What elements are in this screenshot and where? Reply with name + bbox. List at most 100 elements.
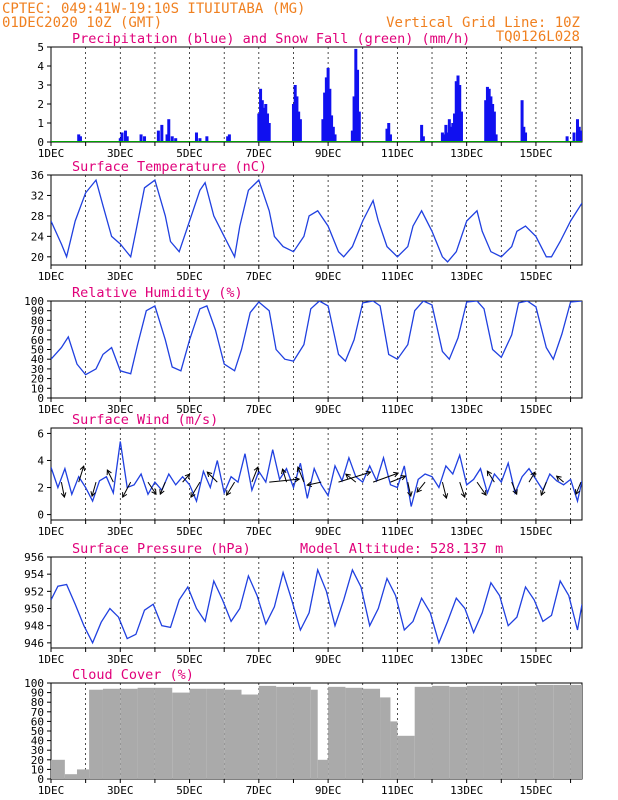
precip-bar (167, 119, 171, 142)
precip-bar (323, 92, 327, 142)
wind-arrow (282, 468, 288, 483)
y-tick-label: 3 (37, 79, 44, 92)
precip-bar (139, 134, 143, 142)
cloud-bar (258, 685, 277, 779)
wind-arrow (416, 481, 426, 493)
x-tick-label: 9DEC (315, 784, 342, 797)
wind-arrow (182, 473, 191, 483)
series-line (51, 567, 582, 645)
x-tick-label: 5DEC (176, 653, 203, 666)
precip-bar (293, 85, 297, 142)
y-tick-label: 1 (37, 117, 44, 130)
wind-arrow-head (486, 470, 492, 477)
cloud-bar (390, 721, 398, 779)
wind-arrow (297, 466, 305, 483)
precip-bar (118, 138, 122, 142)
panel-title: Cloud Cover (%) (72, 667, 194, 683)
cloud-bar (102, 688, 121, 779)
precip-bar (350, 130, 354, 142)
panel-2: 20 24 28 32 36 1DEC 3DEC 5DEC 7DEC 9DEC 11DEC 13DEC… (31, 159, 583, 283)
cloud-bar (501, 685, 519, 779)
y-tick-label: 80 (31, 314, 44, 327)
series-line (51, 441, 582, 507)
plot-frame (50, 174, 583, 266)
precip-bar (352, 96, 356, 142)
x-tick-label: 3DEC (107, 270, 134, 283)
x-tick-label: 11DEC (381, 525, 414, 538)
panel-4: 0 2 4 6 1DEC 3DEC 5DEC 7DEC 9DEC 11DEC 13DEC 15DEC S… (37, 412, 583, 538)
wind-arrow (407, 482, 412, 497)
x-tick-label: 13DEC (450, 784, 483, 797)
precip-bar (257, 113, 261, 142)
cloud-bar (345, 687, 363, 779)
model-altitude: Model Altitude: 528.137 m (300, 541, 503, 557)
y-tick-label: 30 (31, 744, 44, 757)
y-tick-label: 40 (31, 353, 44, 366)
x-tick-label: 9DEC (315, 653, 342, 666)
x-tick-label: 13DEC (450, 653, 483, 666)
cloud-bar (51, 759, 65, 779)
x-tick-label: 3DEC (107, 403, 134, 416)
y-tick-label: 80 (31, 696, 44, 709)
y-tick-label: 2 (37, 482, 44, 495)
wind-arrow (122, 481, 132, 498)
wind-arrow-head (393, 471, 400, 478)
wind-arrow-head (106, 469, 112, 476)
y-tick-label: 5 (37, 41, 44, 54)
cloud-bar (206, 688, 225, 779)
wind-arrow-head (79, 465, 86, 472)
x-tick-label: 13DEC (450, 270, 483, 283)
cloud-bar (154, 687, 173, 779)
wind-arrow (190, 481, 201, 498)
wind-arrow (459, 481, 466, 498)
cloud-bar (317, 759, 329, 779)
x-tick-label: 15DEC (519, 270, 552, 283)
cloud-bar (397, 735, 415, 779)
cloud-bar (518, 685, 536, 779)
y-tick-label: 70 (31, 324, 44, 337)
wind-arrow-head (344, 473, 351, 479)
x-tick-label: 7DEC (246, 270, 273, 283)
precip-bar (357, 111, 361, 142)
precip-bar (387, 123, 391, 142)
precip-bar (324, 77, 328, 142)
x-tick-label: 15DEC (519, 784, 552, 797)
precip-bar (458, 85, 462, 142)
series-line (51, 301, 582, 376)
wind-arrow (91, 481, 97, 497)
precip-bar (77, 134, 81, 142)
precip-bar (565, 136, 569, 142)
y-tick-label: 956 (24, 551, 44, 564)
cloud-bar (553, 684, 571, 779)
precip-bar (260, 100, 264, 142)
wind-arrow (345, 473, 357, 483)
vertical-grid-line-note: Vertical Grid Line: 10Z (386, 15, 580, 31)
wind-arrow (338, 471, 371, 483)
precip-bar (354, 48, 358, 142)
x-tick-label: 1DEC (38, 147, 65, 160)
precip-bar (442, 134, 446, 142)
wind-arrow (575, 481, 582, 495)
plot-frame (50, 46, 583, 143)
cloud-bar (432, 685, 450, 779)
precip-bar (494, 134, 498, 142)
y-tick-label: 32 (31, 189, 44, 202)
panel-5: 946 948 950 952 954 956 1DEC 3DEC 5DEC 7DEC 9DEC 11… (24, 541, 583, 666)
panel-title: Surface Temperature (nC) (72, 159, 267, 175)
precip-bar (385, 128, 389, 142)
y-tick-label: 24 (31, 230, 45, 243)
cloud-bar (466, 685, 484, 779)
precip-bar (579, 130, 582, 142)
precip-bar (572, 132, 576, 142)
precip-bar (333, 134, 337, 142)
wind-arrow-head (574, 489, 581, 496)
station-header: CPTEC: 049:41W-19:10S ITUIUTABA (MG) (2, 1, 305, 17)
precip-bar (174, 138, 178, 142)
wind-arrow (147, 481, 157, 495)
x-tick-label: 11DEC (381, 403, 414, 416)
precip-bar (227, 134, 231, 142)
x-tick-label: 13DEC (450, 525, 483, 538)
y-tick-label: 30 (31, 363, 44, 376)
precip-bar (440, 132, 444, 142)
cloud-bar (362, 688, 381, 779)
